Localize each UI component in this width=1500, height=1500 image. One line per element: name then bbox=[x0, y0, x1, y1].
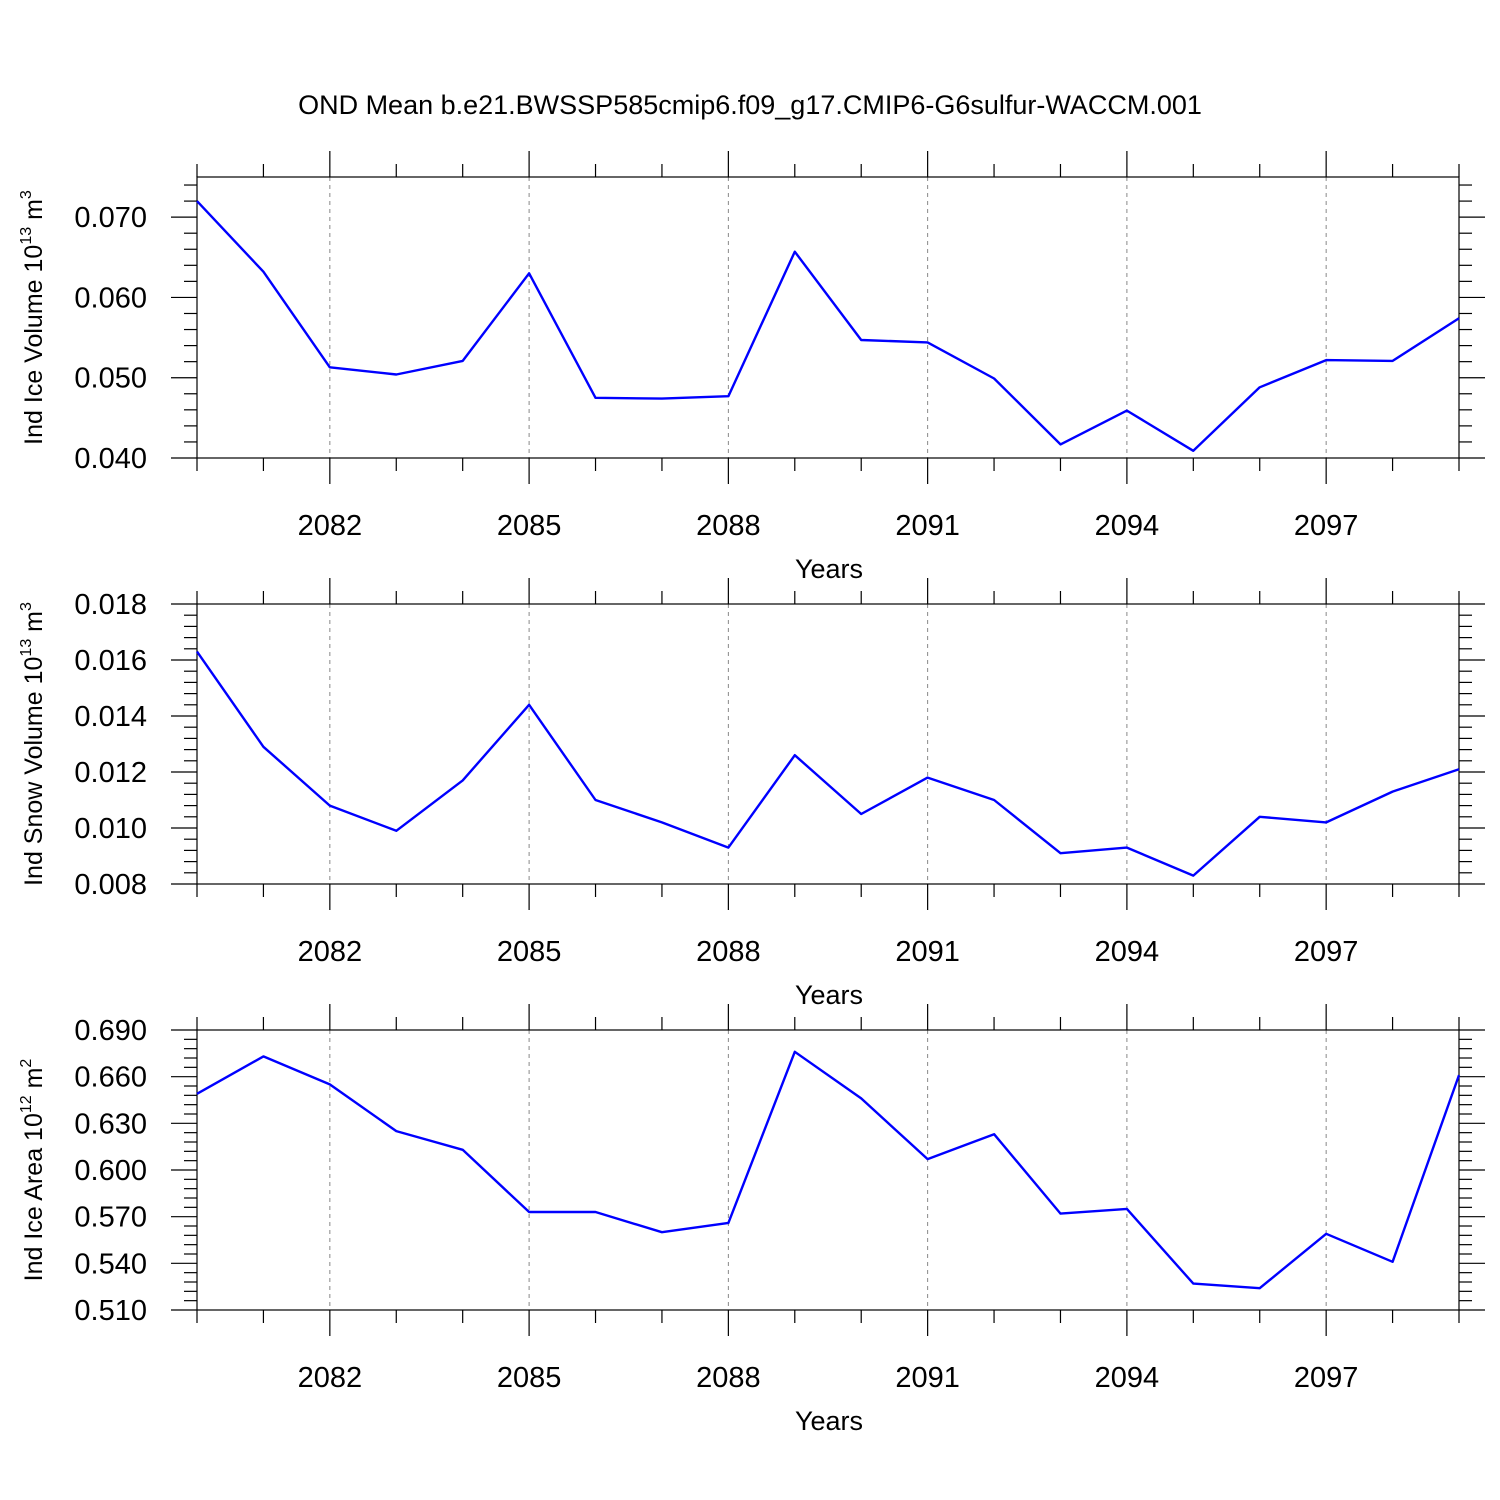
y-label-part: 13 bbox=[18, 227, 35, 245]
y-tick-label: 0.010 bbox=[74, 813, 147, 845]
y-label-part: 12 bbox=[18, 1095, 35, 1113]
x-tick-label: 2091 bbox=[895, 936, 960, 968]
y-label-part: 13 bbox=[18, 639, 35, 657]
y-axis-label: Ind Ice Area 1012 m2 bbox=[18, 1059, 48, 1282]
plot-frame bbox=[196, 176, 1460, 459]
x-axis-label: Years bbox=[795, 1406, 863, 1436]
y-tick-label: 0.008 bbox=[74, 869, 147, 901]
x-tick-label: 2082 bbox=[298, 936, 363, 968]
y-tick-label: 0.600 bbox=[74, 1155, 147, 1187]
plot-frame bbox=[196, 1029, 1460, 1311]
x-axis-label: Years bbox=[795, 980, 863, 1010]
x-tick-label: 2088 bbox=[696, 936, 761, 968]
y-tick-label: 0.660 bbox=[74, 1062, 147, 1094]
y-tick-label: 0.540 bbox=[74, 1248, 147, 1280]
x-tick-label: 2091 bbox=[895, 1362, 960, 1394]
y-axis-label: Ind Ice Volume 1013 m3 bbox=[18, 190, 48, 445]
x-tick-label: 2085 bbox=[497, 1362, 562, 1394]
panel-3: 2082 2085 2088 2091 2094 2097 0.510 0.540 0.570 0… bbox=[18, 1004, 1485, 1436]
chart-title: OND Mean b.e21.BWSSP585cmip6.f09_g17.CMI… bbox=[298, 90, 1202, 120]
y-tick-label: 0.014 bbox=[74, 701, 147, 733]
y-tick-label: 0.018 bbox=[74, 589, 147, 621]
y-axis-label: Ind Snow Volume 1013 m3 bbox=[18, 602, 48, 886]
y-label-part: 2 bbox=[18, 1059, 35, 1068]
y-label-part: m bbox=[20, 199, 48, 227]
y-tick-label: 0.570 bbox=[74, 1202, 147, 1234]
y-label-part: m bbox=[20, 1068, 48, 1096]
y-label-part: m bbox=[20, 611, 48, 639]
y-tick-label: 0.630 bbox=[74, 1108, 147, 1140]
series-line bbox=[196, 200, 1460, 452]
x-tick-label: 2088 bbox=[696, 1362, 761, 1394]
plot-frame bbox=[196, 603, 1460, 885]
y-tick-label: 0.016 bbox=[74, 645, 147, 677]
x-tick-label: 2085 bbox=[497, 510, 562, 542]
x-tick-label: 2082 bbox=[298, 1362, 363, 1394]
x-tick-label: 2097 bbox=[1294, 936, 1359, 968]
panel-2: 2082 2085 2088 2091 2094 2097 0.008 0.010 0.012 0… bbox=[18, 578, 1485, 1010]
y-label-part: Ind Ice Area 10 bbox=[20, 1113, 48, 1281]
y-label-part: Ind Snow Volume 10 bbox=[20, 657, 48, 886]
panel-1: 2082 2085 2088 2091 2094 2097 0.040 0.050 0.060 0… bbox=[18, 151, 1485, 584]
y-tick-label: 0.060 bbox=[74, 282, 147, 314]
y-label-part: 3 bbox=[18, 190, 35, 199]
y-tick-label: 0.510 bbox=[74, 1295, 147, 1327]
series-line bbox=[196, 650, 1460, 877]
series-line bbox=[196, 1050, 1461, 1290]
x-tick-label: 2082 bbox=[298, 510, 363, 542]
x-axis-label: Years bbox=[795, 554, 863, 584]
y-tick-label: 0.012 bbox=[74, 757, 147, 789]
y-tick-label: 0.050 bbox=[74, 363, 147, 395]
y-label-part: 3 bbox=[18, 602, 35, 611]
x-tick-label: 2085 bbox=[497, 936, 562, 968]
y-tick-label: 0.040 bbox=[74, 443, 147, 475]
x-tick-label: 2094 bbox=[1095, 1362, 1160, 1394]
x-tick-label: 2091 bbox=[895, 510, 960, 542]
chart-panels: 2082 2085 2088 2091 2094 2097 0.040 0.050 0.060 0… bbox=[18, 151, 1485, 1436]
x-tick-label: 2094 bbox=[1095, 510, 1160, 542]
x-tick-label: 2097 bbox=[1294, 510, 1359, 542]
y-tick-label: 0.070 bbox=[74, 202, 147, 234]
y-label-part: Ind Ice Volume 10 bbox=[20, 245, 48, 445]
y-tick-label: 0.690 bbox=[74, 1015, 147, 1047]
x-tick-label: 2088 bbox=[696, 510, 761, 542]
x-tick-label: 2094 bbox=[1095, 936, 1160, 968]
x-tick-label: 2097 bbox=[1294, 1362, 1359, 1394]
